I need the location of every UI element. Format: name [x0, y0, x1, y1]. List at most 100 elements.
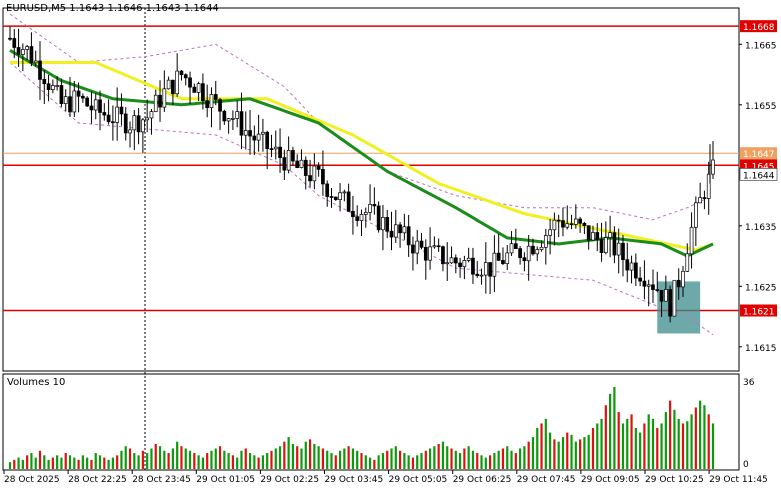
- candle: [496, 233, 501, 261]
- candle: [406, 214, 411, 257]
- candle: [629, 255, 634, 284]
- candle: [196, 81, 201, 101]
- candle: [256, 114, 261, 152]
- candle: [12, 29, 17, 59]
- candle: [16, 28, 21, 67]
- candle-body: [591, 232, 595, 241]
- candle-body: [145, 117, 150, 121]
- candle: [68, 77, 72, 118]
- candle-body: [505, 252, 510, 265]
- candle-body: [629, 262, 634, 271]
- candle-body: [445, 262, 450, 265]
- candle-body: [694, 202, 698, 228]
- candle-body: [398, 224, 402, 234]
- candle: [359, 209, 364, 237]
- candle-body: [483, 262, 488, 276]
- price-badge-bg: [740, 20, 777, 33]
- candle-body: [265, 131, 270, 149]
- candle: [33, 50, 38, 67]
- candle: [85, 96, 90, 108]
- candle: [501, 247, 505, 266]
- candle-body: [63, 96, 68, 105]
- candle: [565, 205, 570, 230]
- slow-moving-average-line: [10, 61, 714, 252]
- candle-body: [76, 90, 81, 97]
- candle: [239, 92, 244, 150]
- candle-body: [209, 94, 214, 108]
- candle-body: [492, 252, 497, 277]
- candle-body: [132, 115, 137, 131]
- candle-body: [85, 97, 90, 107]
- candle-body: [569, 223, 574, 226]
- candle: [153, 89, 158, 113]
- candle-body: [573, 218, 578, 225]
- candle-body: [33, 60, 38, 64]
- candle: [222, 109, 227, 125]
- candle: [261, 118, 265, 152]
- candle-body: [102, 112, 107, 116]
- candle: [458, 257, 462, 278]
- time-tick-label: 28 Oct 22:25: [68, 475, 127, 485]
- candle: [325, 180, 330, 207]
- candle-body: [316, 165, 321, 170]
- candle-body: [681, 270, 685, 288]
- candle-body: [436, 245, 441, 248]
- candle-body: [128, 129, 132, 134]
- candle-body: [355, 216, 360, 221]
- candle-body: [93, 99, 98, 111]
- candle-body: [565, 223, 570, 228]
- candle-body: [231, 118, 235, 120]
- candle: [89, 91, 94, 124]
- candle-body: [158, 94, 162, 108]
- candle: [183, 73, 188, 86]
- candle-body: [612, 232, 617, 256]
- candle: [475, 261, 480, 278]
- candle: [561, 207, 565, 237]
- candle: [106, 99, 111, 125]
- candle: [98, 90, 102, 131]
- candle: [278, 128, 282, 173]
- candle-body: [123, 113, 128, 134]
- candle: [663, 275, 668, 302]
- candle: [608, 215, 612, 258]
- candle: [513, 228, 518, 249]
- candle-body: [586, 225, 591, 241]
- candle: [158, 80, 162, 122]
- time-tick-label: 29 Oct 01:05: [196, 475, 255, 485]
- time-tick-label: 29 Oct 06:25: [453, 475, 512, 485]
- candle-body: [72, 90, 77, 113]
- candle-body: [663, 289, 668, 302]
- candle: [312, 153, 317, 190]
- candle: [213, 80, 218, 106]
- price-badge-label: 1.1645: [743, 162, 775, 172]
- candle: [8, 26, 12, 41]
- candle: [531, 238, 535, 256]
- candle: [655, 271, 660, 293]
- candle: [149, 108, 154, 135]
- candle-body: [385, 217, 390, 232]
- candle-body: [441, 246, 445, 265]
- price-badge-bg: [740, 147, 777, 160]
- candle: [21, 43, 25, 72]
- candle: [123, 107, 128, 141]
- price-tick-label: 1.1635: [745, 223, 777, 233]
- volumes-pane-frame: [2, 373, 740, 471]
- candle-body: [706, 173, 711, 199]
- candle-body: [248, 130, 252, 137]
- candle-body: [329, 196, 334, 198]
- candle-body: [419, 240, 424, 248]
- candle: [543, 228, 548, 265]
- candle: [265, 130, 270, 170]
- candle: [505, 245, 510, 271]
- candle: [102, 103, 107, 121]
- candle: [711, 141, 715, 180]
- candle: [526, 235, 531, 281]
- candle: [51, 79, 55, 94]
- price-tick-label: 1.1665: [745, 41, 777, 51]
- candle-body: [8, 37, 12, 40]
- candle: [201, 73, 205, 110]
- candle: [299, 149, 304, 169]
- candle: [522, 252, 527, 272]
- candle: [556, 214, 561, 238]
